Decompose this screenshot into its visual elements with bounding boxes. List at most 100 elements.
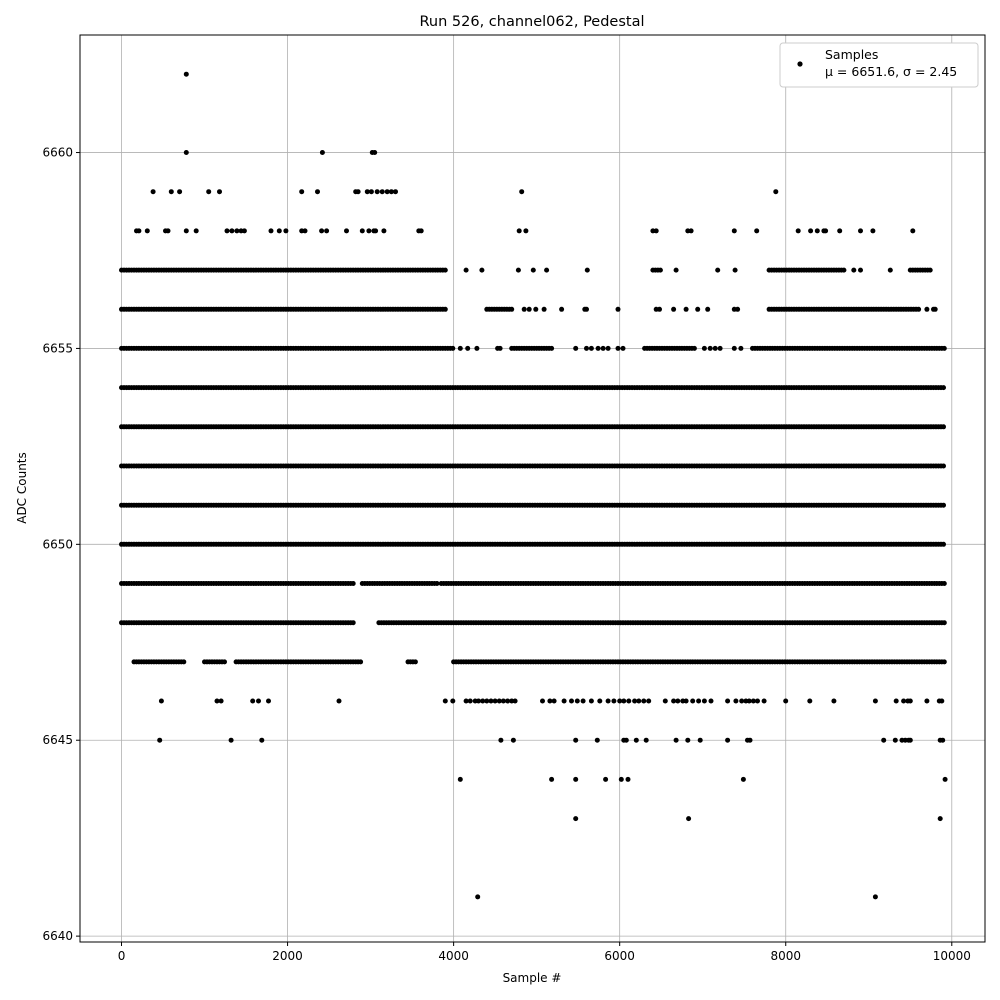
data-point [636,698,642,704]
data-point [907,698,913,704]
data-point [157,737,163,743]
data-point [600,345,606,351]
data-point [725,737,731,743]
data-point [623,737,629,743]
data-point [463,267,469,273]
x-tick-label: 2000 [272,949,303,963]
plot-frame [79,34,986,943]
data-point [892,737,898,743]
data-point [750,698,756,704]
data-point [136,228,142,234]
data-point [540,698,545,704]
data-point [299,189,305,195]
legend-series-name: Samples [825,47,878,62]
data-point [214,698,220,704]
data-point [434,581,440,586]
data-point [662,698,668,704]
data-point [315,189,320,195]
data-point [870,228,876,234]
data-point [701,345,707,351]
data-point [510,737,516,743]
data-point [144,228,150,234]
data-point [594,737,600,743]
data-point [533,306,539,312]
data-point [755,698,760,704]
data-point [731,345,737,351]
data-point [761,698,767,704]
data-point [222,659,227,665]
data-point [573,816,579,822]
data-point [858,228,863,234]
data-point [695,306,701,312]
data-point [498,737,504,743]
data-point [707,345,713,351]
chart-title: Run 526, channel062, Pedestal [419,14,644,30]
data-point [530,267,536,273]
data-point [858,267,863,273]
data-point [733,698,739,704]
data-point [887,267,893,273]
data-point [715,267,721,273]
data-point [350,620,356,626]
data-point [519,189,525,195]
data-point [283,228,289,234]
data-point [177,189,183,195]
data-point [754,228,760,234]
data-point [358,659,364,665]
data-point [795,228,801,234]
data-point [621,698,627,704]
data-point [626,698,632,704]
data-point [573,776,579,782]
data-point [355,189,361,195]
data-point [241,228,247,234]
data-point [690,698,696,704]
y-tick-label: 6650 [42,537,73,551]
data-point [474,345,480,351]
data-point [708,698,714,704]
data-point [479,267,485,273]
data-point [373,228,379,234]
data-point [588,698,594,704]
data-point [731,228,737,234]
data-point [901,698,907,704]
y-tick-label: 6660 [42,146,73,160]
data-point [841,267,847,273]
data-point [496,698,502,704]
data-point [302,228,308,234]
data-point [916,306,922,312]
data-point [573,345,579,351]
data-point [625,776,631,782]
data-point [158,698,164,704]
data-point [671,306,677,312]
y-tick-label: 6645 [42,733,73,747]
data-point [442,267,448,273]
data-point [234,228,240,234]
data-point [712,345,718,351]
data-point [218,698,224,704]
data-point [739,698,745,704]
y-tick-label: 6640 [42,929,73,943]
data-point [384,189,390,195]
data-point [150,189,156,195]
data-point [941,541,946,547]
data-point [336,698,342,704]
data-point [418,228,424,234]
data-point [605,698,611,704]
data-point [521,306,527,312]
data-point [561,698,567,704]
data-point [807,698,813,704]
data-point [588,345,594,351]
data-point [580,698,586,704]
data-point [837,228,843,234]
data-point [181,659,187,665]
data-point [224,228,230,234]
data-point [364,189,370,195]
legend-stats: μ = 6651.6, σ = 2.45 [825,64,957,79]
data-point [509,306,515,312]
data-point [675,698,681,704]
data-point [359,228,365,234]
axis-ticks: 0 2000 4000 6000 8000 10000 6640 6645 6650 6655 66… [42,146,970,963]
data-point [685,737,691,743]
data-point [544,267,550,273]
